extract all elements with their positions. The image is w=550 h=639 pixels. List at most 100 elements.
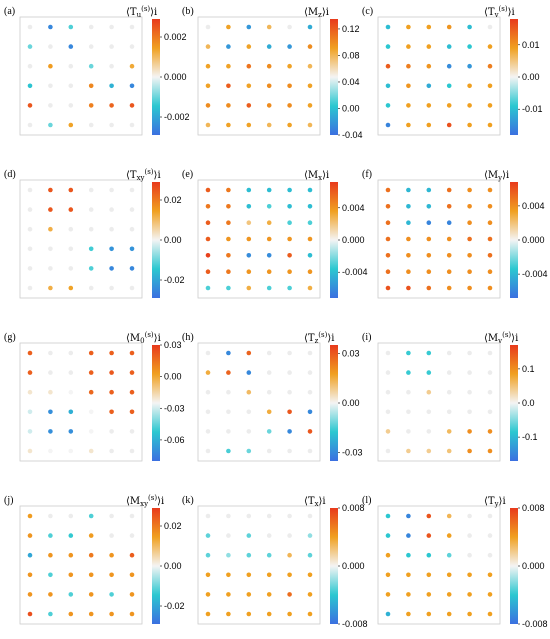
colorbar-tick-label: -0.008 [342,619,368,629]
data-point [129,266,135,271]
colorbar [152,508,160,624]
data-point [307,611,313,617]
data-point [467,83,472,89]
colorbar-tick-label: -0.02 [164,601,185,611]
data-point [205,533,211,538]
data-point [307,63,313,69]
quantity-label: ⟨Txy(s)⟩i [126,168,161,182]
panel-c: (c) 0.01 0.00 -0.01 ⟨Tv(s)⟩i [362,5,543,136]
data-point [467,204,472,209]
data-point [287,448,292,454]
data-point [446,122,452,128]
data-point [48,429,53,434]
data-point [307,236,313,242]
data-point [487,44,493,49]
data-point [287,370,292,375]
data-point [266,83,272,89]
data-point [129,103,135,108]
data-point [426,611,432,617]
data-point [307,187,313,193]
data-point [426,389,432,395]
data-point [406,533,411,538]
data-point [446,389,452,395]
data-point [406,552,411,558]
data-point [246,44,252,49]
data-point [129,533,135,538]
data-point [487,448,493,454]
data-point [287,220,292,225]
data-point [426,103,432,108]
data-point [205,187,211,193]
plot-frame [19,505,143,625]
data-point [88,246,94,252]
data-point [129,246,135,252]
data-point [246,370,252,375]
data-point [426,533,432,538]
data-point [48,513,53,519]
data-point [129,207,135,212]
data-point [307,220,313,225]
colorbar-tick-label: 0.008 [522,503,545,513]
data-point [109,122,114,128]
data-point [446,370,452,375]
data-point [487,122,493,128]
data-point [68,266,74,271]
data-point [487,63,493,69]
data-point [109,226,114,232]
colorbar-tick-label: -0.01 [522,104,543,114]
data-point [27,83,33,89]
data-point [246,592,252,597]
quantity-label: ⟨Mz⟩i [304,7,329,19]
data-point [406,513,411,519]
data-point [385,592,391,597]
data-point [129,513,135,519]
data-point [88,533,94,538]
data-point [246,204,252,209]
data-point [88,122,94,128]
quantity-label: ⟨Mv(s)⟩i [484,331,518,345]
colorbar-tick-label: -0.03 [164,403,185,413]
data-point [27,513,33,519]
quantity-label: ⟨M0(s)⟩i [126,331,161,345]
data-point [467,253,472,258]
data-point [307,253,313,258]
data-point [88,266,94,271]
data-point [68,611,74,617]
data-point [426,513,432,519]
data-point [88,592,94,597]
data-point [48,103,53,108]
colorbar-tick-label: 0.004 [522,201,545,211]
data-point [205,103,211,108]
quantity-label: ⟨Ty⟩i [484,496,506,508]
data-point [246,122,252,128]
data-point [446,63,452,69]
data-point [406,429,411,434]
data-point [446,187,452,193]
data-point [467,533,472,538]
data-point [287,389,292,395]
data-point [129,63,135,69]
data-point [307,285,313,291]
data-point [27,370,33,375]
colorbar-tick-label: 0.004 [342,203,365,213]
data-point [88,187,94,193]
data-point [48,350,53,356]
data-point [129,592,135,597]
colorbar-tick-label: -0.004 [522,269,548,279]
data-point [48,409,53,415]
colorbar-tick-label: 0.000 [342,561,365,571]
data-point [467,220,472,225]
data-point [109,44,114,49]
data-point [27,246,33,252]
data-point [385,572,391,578]
data-point [487,409,493,415]
data-point [287,187,292,193]
data-point [129,226,135,232]
data-point [446,350,452,356]
data-point [48,226,53,232]
data-point [287,552,292,558]
data-point [426,592,432,597]
data-point [205,572,211,578]
data-point [467,269,472,275]
